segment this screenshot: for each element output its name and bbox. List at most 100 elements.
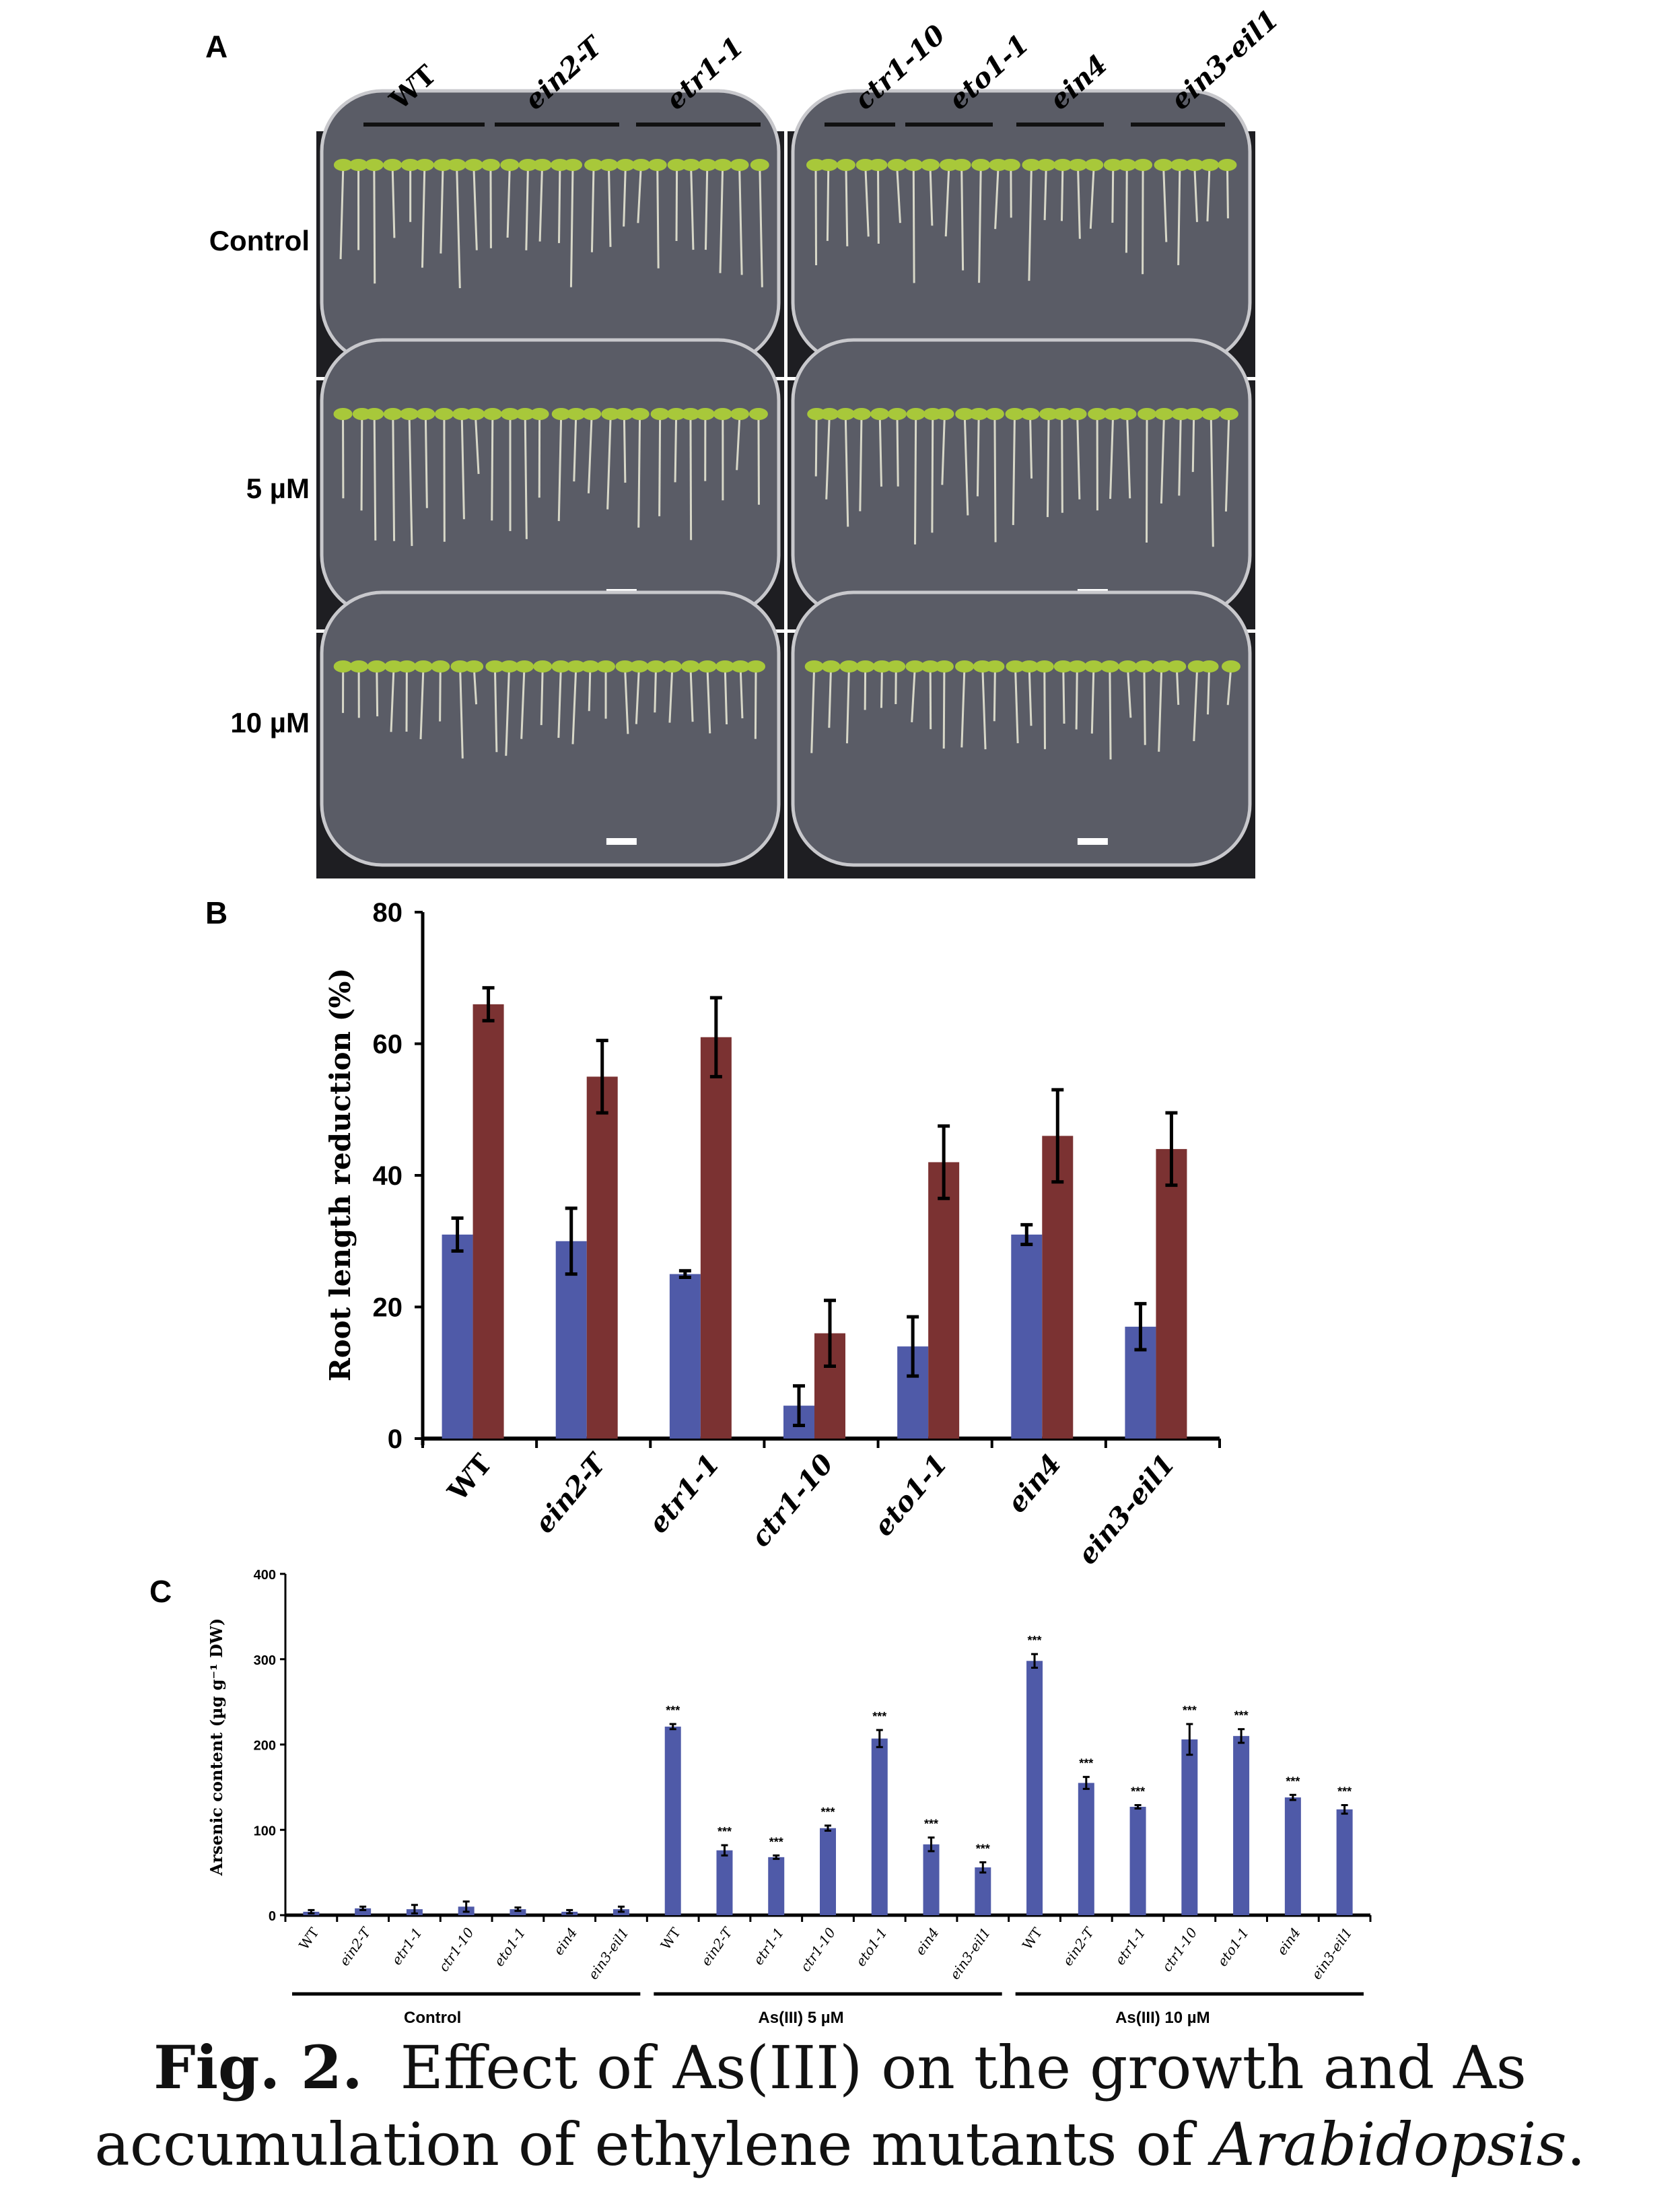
seedling-root	[392, 413, 396, 541]
seedling-leaves	[1117, 159, 1137, 171]
bar	[1042, 1136, 1074, 1439]
seedling-leaves	[1084, 660, 1103, 672]
seedling-leaves	[952, 159, 971, 171]
panel-b-ylabel: Root length reduction (%)	[324, 968, 357, 1382]
seedling-leaves	[650, 408, 670, 420]
seedling-root	[557, 666, 562, 738]
seedling-root	[654, 666, 658, 713]
seedling-root	[588, 666, 592, 712]
panel-c-ylabel: Arsenic content (µg g⁻¹ DW)	[207, 1618, 226, 1876]
seedling-leaves	[1103, 159, 1123, 171]
seedling-leaves	[1037, 159, 1056, 171]
significance-marker: ***	[924, 1818, 938, 1831]
seedling-leaves	[1199, 660, 1219, 672]
bar	[442, 1234, 473, 1439]
seedling-leaves	[731, 660, 750, 672]
seedling-root	[524, 413, 528, 539]
bar	[1078, 1783, 1094, 1915]
seedling-leaves	[615, 660, 635, 672]
seedling-leaves	[485, 660, 505, 672]
seedling-root	[1210, 413, 1214, 547]
scale-bar	[606, 838, 637, 845]
bar	[975, 1867, 991, 1915]
row-label-10um: 10 µM	[230, 707, 310, 738]
seedling-leaves	[855, 660, 875, 672]
seedling-leaves	[349, 660, 369, 672]
seedling-leaves	[349, 159, 368, 171]
seedling-leaves	[971, 159, 991, 171]
seedling-root	[1046, 413, 1050, 518]
seedling-root	[571, 666, 578, 745]
seedling-leaves	[697, 159, 717, 171]
bar	[669, 1274, 701, 1439]
seedling-root	[1224, 413, 1230, 512]
seedling-leaves	[1201, 408, 1221, 420]
seedling-root	[864, 164, 870, 237]
seedling-root	[525, 164, 529, 250]
caption-italic: Arabidopsis	[1212, 2110, 1567, 2179]
seedling-root	[736, 413, 741, 471]
seedling-root	[675, 164, 678, 242]
seedling-leaves	[1138, 408, 1157, 420]
seedling-leaves	[464, 660, 484, 672]
seedling-root	[738, 164, 743, 275]
seedling-leaves	[1170, 159, 1189, 171]
seedling-leaves	[466, 408, 485, 420]
bar	[664, 1726, 681, 1915]
y-tick-label: 0	[269, 1909, 276, 1924]
panel-a-photo	[316, 89, 1255, 878]
petri-dish	[320, 89, 781, 366]
seedling-leaves	[499, 660, 519, 672]
seedling-root	[912, 164, 915, 283]
seedling-leaves	[1218, 159, 1237, 171]
seedling-root	[456, 164, 461, 289]
seedling-leaves	[836, 159, 855, 171]
seedling-root	[635, 666, 641, 724]
seedling-leaves	[969, 408, 989, 420]
seedling-root	[1126, 413, 1131, 499]
seedling-leaves	[500, 159, 520, 171]
seedling-leaves	[563, 159, 583, 171]
seedling-leaves	[447, 159, 466, 171]
seedling-root	[896, 413, 899, 487]
seedling-leaves	[667, 159, 687, 171]
x-tick-label: etr1-1	[642, 1448, 726, 1539]
seedling-leaves	[886, 660, 906, 672]
seedling-leaves	[870, 408, 890, 420]
seedling-root	[994, 164, 1000, 230]
x-tick-label: ctr1-10	[744, 1448, 840, 1553]
x-tick-label: eto1-1	[852, 1925, 890, 1969]
bar	[768, 1857, 785, 1915]
panel-b-chart: 0 20 40 60 80 WT ein2-T etr1-1 ctr1-10 eto1-1 ein4…	[373, 898, 1221, 1571]
seedling-leaves	[384, 660, 404, 672]
seedling-root	[376, 666, 379, 717]
seedling-leaves	[1035, 660, 1054, 672]
seedling-leaves	[1068, 159, 1088, 171]
seedling-leaves	[400, 408, 419, 420]
seedling-leaves	[630, 408, 650, 420]
bar	[1011, 1234, 1043, 1439]
seedling-leaves	[905, 660, 925, 672]
bar	[586, 1076, 618, 1439]
seedling-leaves	[713, 159, 732, 171]
seedling-leaves	[985, 408, 1004, 420]
x-tick-label: ein4	[550, 1925, 580, 1958]
y-tick-label: 200	[254, 1739, 276, 1754]
bar	[1233, 1735, 1250, 1915]
seedling-leaves	[820, 408, 839, 420]
seedling-leaves	[681, 159, 701, 171]
seedling-root	[1193, 164, 1198, 222]
seedling-root	[459, 666, 464, 759]
x-tick-label: ctr1-10	[435, 1925, 477, 1974]
seedling-root	[878, 413, 882, 487]
seedling-leaves	[836, 408, 855, 420]
seedling-root	[623, 164, 627, 227]
seedling-leaves	[434, 408, 454, 420]
seedling-root	[1109, 666, 1112, 760]
bar	[1026, 1661, 1043, 1915]
seedling-leaves	[1020, 408, 1040, 420]
seedling-leaves	[483, 408, 502, 420]
seedling-root	[424, 413, 428, 508]
significance-marker: ***	[872, 1710, 886, 1723]
seedling-root	[1014, 666, 1019, 744]
